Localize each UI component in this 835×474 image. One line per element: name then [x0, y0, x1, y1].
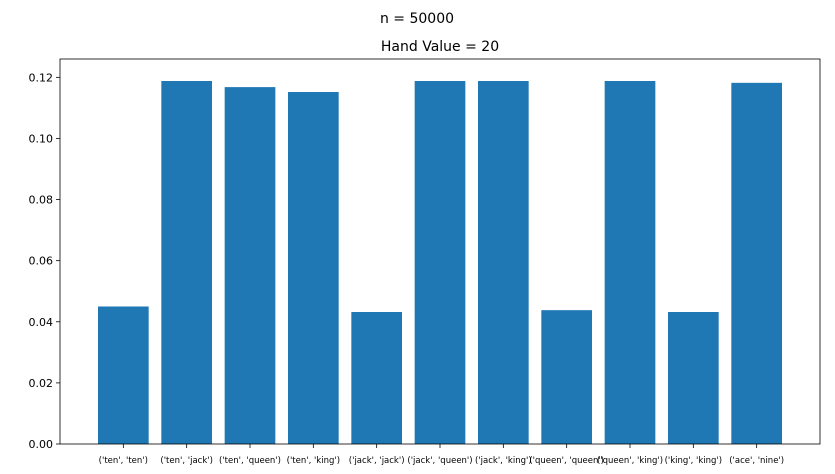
x-tick-label-7: ('queen', 'queen')	[529, 456, 604, 466]
chart-suptitle: n = 50000	[380, 11, 454, 27]
x-tick-label-2: ('ten', 'queen')	[219, 456, 281, 466]
bar-2	[224, 87, 276, 445]
x-tick-label-8: ('queen', 'king')	[597, 456, 663, 466]
y-tick-label-2: 0.04	[29, 316, 54, 329]
bar-0	[98, 306, 149, 444]
chart-title: Hand Value = 20	[381, 39, 499, 55]
bar-4	[351, 312, 402, 444]
axes-frame	[59, 58, 821, 445]
x-tick-label-1: ('ten', 'jack')	[160, 456, 213, 466]
x-tick-label-4: ('jack', 'jack')	[349, 456, 405, 466]
y-tick-label-0: 0.00	[29, 438, 54, 451]
bar-6	[478, 81, 529, 444]
bar-5	[414, 81, 466, 444]
x-tick-label-3: ('ten', 'king')	[287, 456, 340, 466]
y-tick-label-6: 0.12	[29, 71, 54, 84]
bar-7	[541, 310, 592, 444]
x-tick-label-5: ('jack', 'queen')	[407, 456, 472, 466]
y-tick-label-3: 0.06	[29, 255, 54, 268]
x-tick-label-0: ('ten', 'ten')	[99, 456, 148, 466]
bar-10	[731, 82, 782, 444]
bar-9	[668, 312, 719, 444]
y-tick-label-5: 0.10	[29, 132, 54, 145]
bar-1	[161, 81, 212, 444]
plot-area: ('ten', 'ten') ('ten', 'jack') ('ten', 'qu…	[29, 58, 821, 466]
y-tick-label-1: 0.02	[29, 377, 54, 390]
x-tick-label-9: ('king', 'king')	[665, 456, 723, 466]
x-tick-label-10: ('ace', 'nine')	[729, 456, 784, 466]
bar-8	[604, 81, 656, 444]
x-tick-label-6: ('jack', 'king')	[475, 456, 532, 466]
bar-3	[288, 92, 339, 444]
y-tick-label-4: 0.08	[29, 194, 54, 207]
